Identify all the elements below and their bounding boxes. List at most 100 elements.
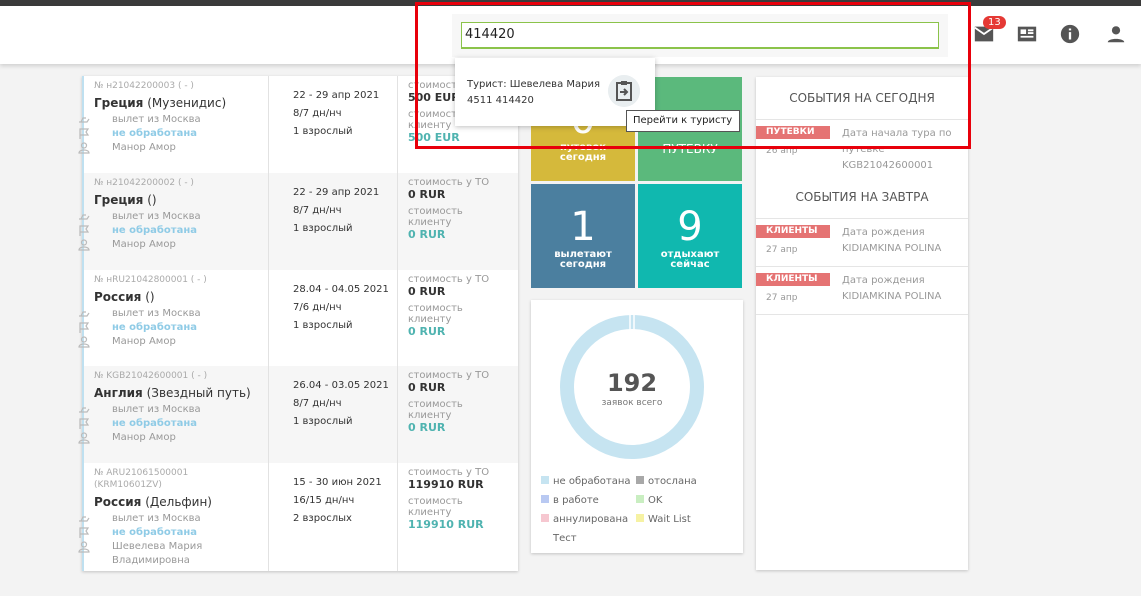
go-to-tourist-button[interactable] — [608, 75, 640, 107]
cost-client-label: стоимость клиенту — [408, 399, 463, 421]
event-item[interactable]: КЛИЕНТЫ 27 апр Дата рождения KIDIAMKINA POL… — [756, 267, 968, 315]
order-departure: вылет из Москва — [79, 512, 258, 526]
total-label: заявок всего — [602, 398, 663, 408]
search-input[interactable]: 414420 — [461, 22, 939, 49]
legend-item: не обработана — [541, 476, 636, 495]
row-icon — [79, 527, 90, 538]
info-icon[interactable] — [1059, 23, 1081, 45]
order-dates: 15 - 30 июн 2021 16/15 дн/нч 2 взрослых — [269, 463, 398, 571]
donut-ring — [560, 315, 704, 459]
cost-client: 0 RUR — [408, 325, 446, 338]
order-departure: вылет из Москва — [79, 403, 258, 417]
row-icon — [78, 239, 90, 251]
row-icon — [79, 225, 90, 236]
total: 192 — [607, 369, 657, 397]
row-icon — [79, 311, 90, 317]
event-tag: КЛИЕНТЫ — [756, 225, 830, 238]
row-icon — [79, 418, 90, 429]
highlight-box — [415, 2, 971, 149]
user-icon[interactable] — [1105, 23, 1127, 45]
order-row[interactable]: № KGB21042600001 ( - ) Англия (Звездный п… — [78, 366, 518, 463]
event-desc: Дата рождения — [842, 275, 925, 286]
mail-icon[interactable] — [973, 23, 995, 45]
cost-to: 500 EUR — [408, 91, 460, 104]
order-dates: 26.04 - 03.05 2021 8/7 дн/нч 1 взрослый — [269, 366, 398, 463]
order-title: Греция () — [94, 193, 258, 207]
event-detail: KIDIAMKINA POLINA — [842, 291, 942, 302]
tourist-passport: 4511 414420 — [467, 95, 534, 106]
legend-item: Wait List — [636, 514, 731, 533]
order-nights: 8/7 дн/нч — [293, 205, 342, 216]
row-icon — [79, 322, 90, 333]
cost-to-label: стоимость у ТО — [408, 467, 490, 478]
legend-swatch — [541, 514, 549, 522]
tile-value: 1 — [570, 204, 596, 250]
row-icon — [79, 407, 90, 413]
event-detail: KGB21042600001 — [842, 160, 934, 171]
stat-tile[interactable]: 1 вылетают сегодня — [531, 184, 635, 288]
row-icon — [78, 336, 90, 348]
order-row[interactable]: № нRU21042800001 ( - ) Россия () вылет из … — [78, 270, 518, 366]
cost-to: 119910 RUR — [408, 478, 484, 491]
cost-client-label: стоимость клиенту — [408, 303, 463, 325]
legend-swatch — [541, 476, 549, 484]
legend-item: отослана — [636, 476, 731, 495]
legend-label: аннулирована — [553, 514, 629, 525]
order-hotel: (Музенидис) — [147, 96, 227, 110]
event-item[interactable]: КЛИЕНТЫ 27 апр Дата рождения KIDIAMKINA POL… — [756, 219, 968, 267]
order-status: не обработана — [79, 224, 258, 238]
order-title: Россия (Дельфин) — [94, 495, 258, 509]
order-departure: вылет из Москва — [79, 113, 258, 127]
order-pax: 1 взрослый — [293, 416, 353, 427]
event-item[interactable]: ПУТЕВКИ 26 апр Дата начала тура по путевке… — [756, 120, 968, 176]
events-title: СОБЫТИЯ НА СЕГОДНЯ — [756, 77, 968, 120]
event-desc: Дата начала тура по путевке — [842, 128, 952, 155]
order-main: № н21042200002 ( - ) Греция () вылет из Мо… — [78, 173, 269, 270]
tooltip: Перейти к туристу — [626, 110, 740, 132]
order-costs: стоимость у ТО 0 RUR стоимость клиенту 0 RU… — [398, 270, 518, 366]
order-pax: 1 взрослый — [293, 126, 353, 137]
cost-to: 0 RUR — [408, 188, 446, 201]
row-icon — [79, 117, 90, 123]
event-tag: ПУТЕВКИ — [756, 126, 830, 139]
tourist-name: Турист: Шевелева Мария — [467, 79, 600, 90]
order-costs: стоимость у ТО 0 RUR стоимость клиенту 0 RU… — [398, 173, 518, 270]
legend-label: Wait List — [648, 514, 691, 525]
row-icon — [79, 214, 90, 220]
event-text: Дата рождения KIDIAMKINA POLINA — [842, 273, 962, 305]
legend-label: отослана — [648, 476, 697, 487]
order-dates: 22 - 29 апр 2021 8/7 дн/нч 1 взрослый — [269, 173, 398, 270]
order-manager: Шевелева Мария Владимировна — [78, 540, 258, 568]
order-main: № KGB21042600001 ( - ) Англия (Звездный п… — [78, 366, 269, 463]
order-manager: Манор Амор — [78, 431, 258, 445]
order-main: № н21042200003 ( - ) Греция (Музенидис) вы… — [78, 76, 269, 173]
order-costs: стоимость у ТО 119910 RUR стоимость клиент… — [398, 463, 518, 571]
order-pax: 2 взрослых — [293, 513, 352, 524]
legend-label: OK — [648, 495, 663, 506]
event-desc: Дата рождения — [842, 227, 925, 238]
legend-swatch — [636, 514, 644, 522]
order-row[interactable]: № н21042200003 ( - ) Греция (Музенидис) вы… — [78, 76, 518, 173]
order-dates: 22 - 29 апр 2021 — [293, 90, 380, 101]
stat-tile[interactable]: 9 отдыхают сейчас — [638, 184, 742, 288]
order-nights: 8/7 дн/нч — [293, 398, 342, 409]
order-main: № ARU21061500001 (KRM10601ZV) Россия (Дел… — [78, 463, 269, 571]
legend-label: не обработана — [553, 476, 631, 487]
row-icon — [78, 541, 90, 553]
order-pax: 1 взрослый — [293, 223, 353, 234]
tile-label: вылетают сегодня — [554, 249, 612, 270]
news-icon[interactable] — [1016, 23, 1038, 45]
legend-label: в работе — [553, 495, 599, 506]
cost-to: 0 RUR — [408, 285, 446, 298]
order-row[interactable]: № ARU21061500001 (KRM10601ZV) Россия (Дел… — [78, 463, 518, 571]
cost-to: 0 RUR — [408, 381, 446, 394]
tile-value: 9 — [677, 204, 703, 250]
order-number: № KGB21042600001 ( - ) — [94, 371, 208, 381]
legend-label: Тест — [553, 533, 577, 544]
order-row[interactable]: № н21042200002 ( - ) Греция () вылет из Мо… — [78, 173, 518, 270]
order-departure: вылет из Москва — [79, 307, 258, 321]
cost-client-label: стоимость клиенту — [408, 496, 463, 518]
order-manager: Манор Амор — [78, 238, 258, 252]
event-text: Дата рождения KIDIAMKINA POLINA — [842, 225, 962, 257]
event-date: 27 апр — [766, 245, 798, 255]
